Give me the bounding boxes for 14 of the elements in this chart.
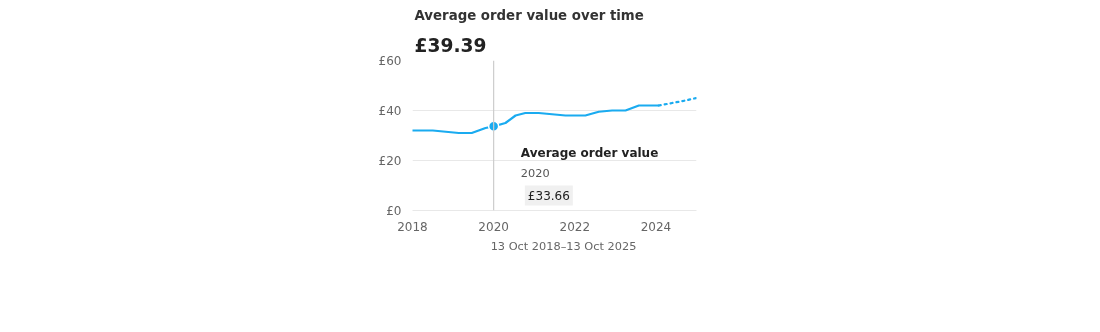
x-tick-label: 2020 (478, 219, 509, 234)
text: 13 Oct 2018–13 Oct 2025 (490, 239, 637, 253)
y-tick-label: £0 (386, 203, 402, 218)
annotation: 2020 (520, 165, 550, 180)
x-tick-label: 2018 (397, 219, 428, 234)
x-tick-label: 2022 (559, 219, 591, 234)
y-tick-label: £60 (378, 53, 402, 68)
y-tick-label: £20 (378, 153, 402, 168)
x-tick-label: 2024 (640, 219, 672, 234)
chart-title: Average order value over time (414, 7, 644, 23)
annotation: £33.66 (527, 188, 570, 203)
chart-subtitle: £39.39 (414, 34, 487, 56)
y-tick-label: £40 (378, 103, 402, 118)
annotation: Average order value (520, 145, 659, 160)
